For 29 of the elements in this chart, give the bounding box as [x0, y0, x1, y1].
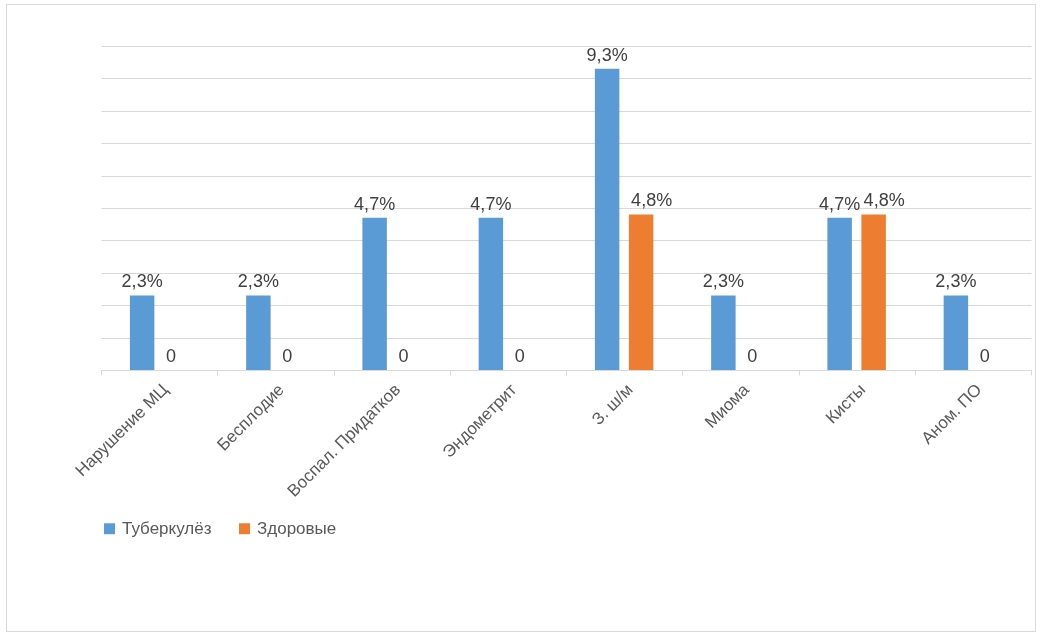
bar [628, 214, 654, 370]
data-label: 0 [979, 346, 990, 366]
bar [362, 217, 387, 370]
data-label: 2,3% [237, 271, 279, 292]
data-label: 0 [166, 346, 177, 366]
bar [943, 295, 969, 370]
data-label: 4,7% [819, 193, 861, 214]
bar [594, 68, 620, 370]
data-label: 4,8% [631, 190, 673, 211]
data-label: 9,3% [586, 44, 628, 65]
bar [827, 217, 852, 370]
bar [861, 214, 886, 370]
data-label: 2,3% [935, 271, 977, 292]
bar [246, 295, 271, 370]
data-label: 0 [514, 346, 525, 366]
bar [129, 295, 155, 370]
data-label: 0 [282, 346, 293, 366]
data-label: 4,7% [470, 193, 512, 214]
data-label: 2,3% [702, 271, 744, 292]
bar [478, 217, 504, 370]
data-label: 2,3% [121, 271, 163, 292]
data-label: 0 [747, 346, 758, 366]
data-label: 4,8% [863, 190, 905, 211]
legend-label: Здоровые [257, 518, 337, 538]
data-label: 4,7% [354, 193, 396, 214]
data-label: 0 [398, 346, 409, 366]
bar [711, 295, 736, 370]
x-tick-label: З. ш/м [588, 380, 637, 429]
legend-label: Туберкулёз [122, 518, 212, 538]
